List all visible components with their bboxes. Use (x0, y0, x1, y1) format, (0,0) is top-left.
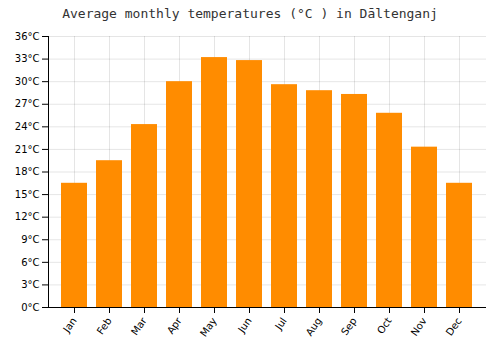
svg-text:May: May (198, 315, 219, 338)
svg-text:Oct: Oct (375, 315, 394, 336)
svg-text:3°C: 3°C (21, 279, 39, 290)
svg-text:9°C: 9°C (21, 234, 39, 245)
svg-text:Nov: Nov (409, 315, 429, 337)
svg-text:15°C: 15°C (15, 189, 40, 200)
svg-text:Jun: Jun (235, 315, 254, 335)
svg-text:36°C: 36°C (15, 31, 40, 42)
svg-text:Feb: Feb (95, 315, 114, 336)
svg-text:Aug: Aug (304, 315, 324, 337)
html-text:Average monthly temperatures (: Average monthly temperatures (°C ) in Dā… (62, 6, 438, 21)
svg-text:Sep: Sep (339, 315, 359, 337)
svg-text:Apr: Apr (165, 315, 184, 336)
svg-text:Jan: Jan (60, 315, 78, 335)
svg-text:6°C: 6°C (21, 257, 39, 268)
svg-text:33°C: 33°C (15, 53, 40, 64)
svg-text:27°C: 27°C (15, 98, 40, 109)
svg-text:21°C: 21°C (15, 144, 40, 155)
svg-text:Jul: Jul (272, 315, 289, 332)
svg-text:Mar: Mar (129, 315, 149, 337)
svg-text:Dec: Dec (444, 315, 464, 337)
svg-text:24°C: 24°C (15, 121, 40, 132)
svg-text:30°C: 30°C (15, 76, 40, 87)
svg-text:0°C: 0°C (21, 302, 39, 313)
svg-text:12°C: 12°C (15, 211, 40, 222)
svg-text:18°C: 18°C (15, 166, 40, 177)
